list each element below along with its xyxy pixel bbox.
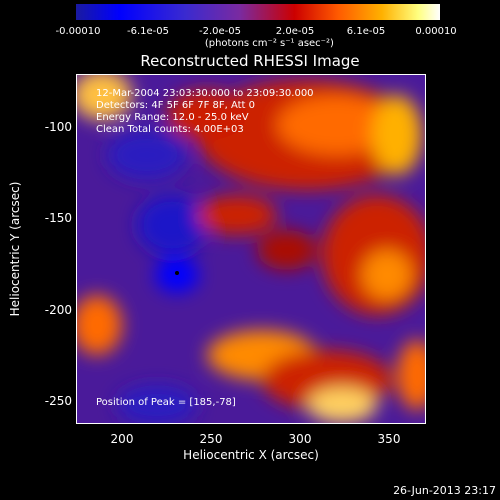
colorbar-tick-label: 0.00010 <box>415 26 457 37</box>
plot-title: Reconstructed RHESSI Image <box>140 52 360 70</box>
colorbar-tick-label: -2.0e-05 <box>199 26 241 37</box>
colorbar-units-label: (photons cm⁻² s⁻¹ asec⁻²) <box>204 38 334 49</box>
y-tick-label: -200 <box>44 303 72 317</box>
y-tick-label: -150 <box>44 211 72 225</box>
x-tick-label: 350 <box>377 432 401 446</box>
detectors-label: Detectors: 4F 5F 6F 7F 8F, Att 0 <box>96 100 256 111</box>
colorbar-tick-label: -6.1e-05 <box>127 26 169 37</box>
y-tick-label: -250 <box>44 394 72 408</box>
y-tick-label: -100 <box>44 120 72 134</box>
x-tick-label: 250 <box>199 432 223 446</box>
generation-date: 26-Jun-2013 23:17 <box>393 484 496 497</box>
colorbar <box>76 4 440 20</box>
time-range-label: 12-Mar-2004 23:03:30.000 to 23:09:30.000 <box>96 88 314 99</box>
image-blobs <box>77 75 425 423</box>
x-tick-label: 200 <box>110 432 134 446</box>
y-axis-label: Heliocentric Y (arcsec) <box>8 181 22 317</box>
colorbar-tick-label: 2.0e-05 <box>275 26 315 37</box>
peak-marker <box>175 271 179 275</box>
total-counts-label: Clean Total counts: 4.00E+03 <box>96 124 244 135</box>
colorbar-tick-label: -0.00010 <box>55 26 101 37</box>
reconstructed-image <box>76 74 426 424</box>
energy-range-label: Energy Range: 12.0 - 25.0 keV <box>96 112 249 123</box>
peak-position-label: Position of Peak = [185,-78] <box>96 397 236 408</box>
x-tick-label: 300 <box>288 432 312 446</box>
x-axis-label: Heliocentric X (arcsec) <box>183 448 319 462</box>
colorbar-tick-label: 6.1e-05 <box>346 26 386 37</box>
